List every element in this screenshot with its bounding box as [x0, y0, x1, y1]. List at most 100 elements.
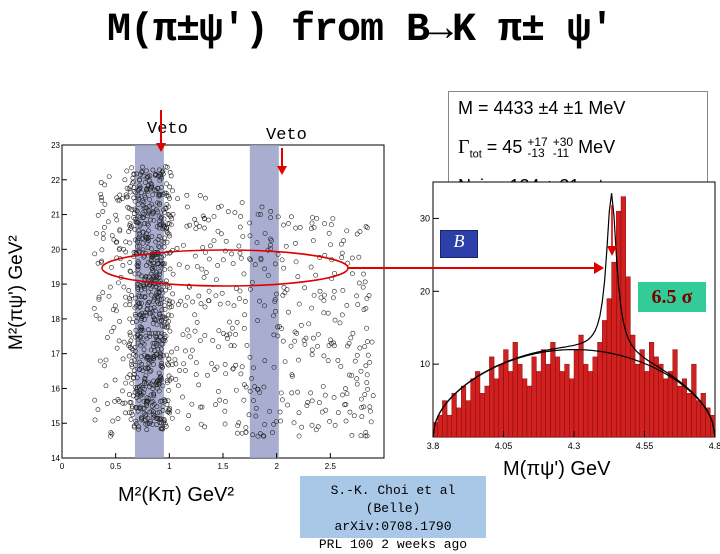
scatter-point [272, 296, 278, 302]
scatter-point [239, 364, 245, 370]
scatter-point [309, 220, 315, 226]
scatter-point [185, 327, 190, 333]
scatter-point [257, 390, 262, 395]
scatter-point [157, 420, 163, 425]
scatter-point [135, 193, 141, 199]
scatter-point [247, 256, 253, 262]
scatter-point [140, 215, 146, 221]
scatter-point [345, 343, 350, 349]
scatter-point [363, 224, 369, 229]
scatter-point [127, 372, 133, 378]
scatter-point [153, 330, 158, 336]
scatter-point [131, 179, 136, 185]
scatter-point [138, 287, 144, 293]
scatter-point [126, 343, 132, 348]
scatter-point [280, 292, 286, 298]
scatter-point [140, 327, 146, 333]
scatter-point [117, 197, 123, 203]
scatter-point [308, 226, 314, 231]
scatter-point [147, 409, 153, 415]
scatter-point [339, 250, 345, 256]
scatter-point [169, 349, 174, 355]
scatter-point [202, 304, 208, 310]
scatter-point [96, 296, 102, 302]
x-axis-right-label: M(πψ') GeV [503, 458, 611, 480]
scatter-point [140, 247, 146, 253]
scatter-point [273, 308, 278, 314]
scatter-point [160, 408, 166, 413]
scatter-point [261, 384, 267, 390]
scatter-point [202, 225, 207, 231]
scatter-point [281, 285, 287, 290]
scatter-point [254, 240, 260, 246]
scatter-point [358, 368, 364, 374]
scatter-point [135, 332, 141, 337]
y-tick-labels: 10 20 30 [420, 213, 439, 369]
scatter-point [197, 193, 203, 198]
scatter-point [135, 408, 141, 414]
scatter-point [185, 426, 191, 432]
scatter-point [234, 430, 240, 436]
scatter-point [286, 221, 291, 226]
scatter-point [268, 208, 274, 214]
x-tick-label: 1 [167, 462, 172, 470]
scatter-point [218, 203, 224, 209]
scatter-point [137, 305, 143, 310]
scatter-point [114, 195, 120, 201]
scatter-point [165, 204, 171, 210]
scatter-point [129, 405, 135, 411]
scatter-point [148, 392, 154, 398]
y-tick-label: 16 [51, 384, 60, 393]
scatter-point [168, 313, 174, 319]
scatter-point [139, 169, 145, 175]
scatter-point [143, 313, 149, 319]
scatter-point [203, 195, 208, 201]
scatter-point [202, 333, 208, 338]
scatter-point [308, 264, 314, 270]
scatter-point [158, 172, 163, 178]
scatter-point [222, 248, 228, 254]
scatter-point [127, 400, 133, 405]
scatter-point [113, 240, 119, 245]
scatter-point [163, 190, 169, 196]
scatter-point [92, 251, 98, 257]
scatter-point [267, 408, 273, 414]
scatter-point [145, 235, 151, 241]
scatter-point [114, 345, 120, 351]
scatter-point [252, 262, 258, 268]
x-axis-left-label: M²(Kπ) GeV² [118, 484, 235, 506]
y-tick-label: 30 [420, 213, 430, 223]
scatter-point [162, 267, 167, 273]
scatter-point [335, 358, 341, 363]
scatter-point [149, 184, 155, 190]
scatter-point [106, 293, 112, 299]
scatter-point [363, 306, 369, 311]
scatter-point [328, 337, 333, 343]
scatter-point [236, 243, 242, 249]
scatter-point [251, 398, 256, 403]
scatter-point [284, 287, 290, 292]
scatter-point [356, 254, 362, 260]
scatter-point [160, 171, 166, 177]
scatter-point [92, 417, 98, 423]
scatter-point [354, 352, 360, 358]
scatter-point [344, 303, 350, 308]
scatter-point [340, 288, 346, 293]
scatter-point [159, 318, 165, 324]
scatter-point [153, 269, 159, 275]
scatter-point [145, 245, 151, 250]
scatter-point [143, 365, 148, 371]
scatter-point [167, 233, 172, 239]
scatter-point [157, 271, 163, 277]
scatter-point [213, 402, 219, 408]
scatter-point [109, 431, 115, 437]
scatter-point [143, 373, 149, 378]
scatter-point [337, 320, 343, 326]
scatter-point [238, 371, 244, 377]
scatter-point [219, 231, 224, 237]
mass-result: M = 4433 ±4 ±1 MeV [458, 98, 626, 118]
scatter-point [133, 405, 138, 411]
scatter-point [217, 397, 223, 403]
scatter-point [184, 192, 190, 198]
scatter-point [148, 359, 154, 364]
